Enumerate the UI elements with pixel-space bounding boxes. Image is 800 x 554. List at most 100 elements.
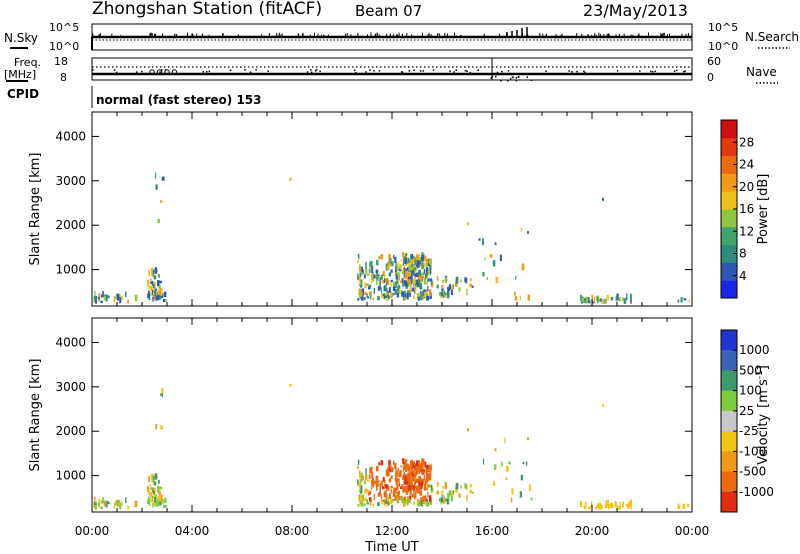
echo-cell <box>421 479 425 484</box>
echo-cell <box>148 286 151 289</box>
echo-cell <box>369 467 372 474</box>
echo-cell <box>416 281 418 285</box>
power-colorbar-label: Power [dB] <box>756 174 771 245</box>
echo-cell <box>422 469 425 473</box>
echo-cell <box>442 294 445 298</box>
echo-cell <box>421 275 423 280</box>
echo-cell <box>393 460 395 465</box>
echo-cell <box>397 272 400 276</box>
echo-cell <box>418 485 421 492</box>
echo-cell <box>425 469 428 473</box>
nave-dot <box>310 71 313 74</box>
echo-cell <box>406 292 409 300</box>
echo-cell <box>155 184 158 190</box>
nave-dot <box>161 69 163 71</box>
echo-cell <box>149 491 153 497</box>
echo-cell <box>418 466 422 471</box>
echo-cell <box>105 500 108 508</box>
echo-cell <box>367 296 370 299</box>
echo-cell <box>370 487 373 490</box>
velocity-colorbar-label: Velocity[m s-1] <box>755 365 771 465</box>
echo-cell <box>458 493 461 498</box>
echo-cell <box>484 257 486 260</box>
nave-dot <box>649 70 652 73</box>
echo-cell <box>426 281 428 285</box>
echo-cell <box>147 280 150 286</box>
freq-marker <box>149 69 155 75</box>
echo-cell <box>418 260 422 265</box>
nave-dot <box>354 71 357 74</box>
echo-cell <box>372 503 375 506</box>
echo-cell <box>505 477 508 480</box>
freq-marker <box>164 69 170 75</box>
freq-dot <box>509 78 512 80</box>
velocity-colorbar-segment <box>721 491 737 513</box>
echo-cell <box>361 269 365 274</box>
echo-cell <box>158 495 161 502</box>
echo-cell <box>598 505 601 510</box>
echo-cell <box>416 257 420 263</box>
velocity-colorbar-tick-label: -1000 <box>739 485 774 499</box>
x-tick-label: 20:00 <box>575 524 610 538</box>
echo-cell <box>409 282 412 290</box>
echo-cell <box>464 277 468 283</box>
echo-cell <box>413 461 416 468</box>
echo-cell <box>385 483 388 489</box>
echo-cell <box>397 467 399 472</box>
echo-cell <box>440 295 443 299</box>
echo-cell <box>422 272 425 275</box>
echo-cell <box>389 291 392 297</box>
echo-cell <box>153 495 155 499</box>
y-tick-label: 1000 <box>55 263 86 277</box>
power-data <box>93 172 691 304</box>
nave-dot <box>464 69 467 72</box>
echo-cell <box>597 502 599 508</box>
echo-cell <box>389 258 392 264</box>
echo-cell <box>157 289 160 296</box>
echo-cell <box>156 486 160 493</box>
nave-dot <box>584 71 586 74</box>
echo-cell <box>393 499 395 502</box>
echo-cell <box>397 261 399 266</box>
echo-cell <box>514 296 518 301</box>
echo-cell <box>430 279 433 286</box>
echo-cell <box>374 480 377 484</box>
nave-dot <box>568 70 570 72</box>
echo-cell <box>421 481 423 486</box>
echo-cell <box>150 473 154 479</box>
echo-cell <box>425 499 429 503</box>
echo-cell <box>359 272 361 277</box>
echo-cell <box>153 500 157 506</box>
echo-cell <box>409 259 412 264</box>
echo-cell <box>412 461 415 469</box>
beam-label: Beam 07 <box>355 2 422 20</box>
echo-cell <box>395 479 398 486</box>
echo-cell <box>373 480 376 485</box>
echo-cell <box>591 301 595 304</box>
echo-cell <box>599 298 602 302</box>
echo-cell <box>424 502 427 505</box>
echo-cell <box>413 473 416 477</box>
echo-cell <box>407 267 410 271</box>
echo-cell <box>411 268 415 275</box>
echo-cell <box>416 471 418 475</box>
power-colorbar-tick-label: 16 <box>739 202 754 216</box>
echo-cell <box>469 277 472 282</box>
freq-dot <box>507 79 509 82</box>
echo-cell <box>357 273 359 280</box>
echo-cell <box>409 488 412 496</box>
echo-cell <box>357 504 360 507</box>
nave-dot <box>501 70 503 73</box>
echo-cell <box>442 486 445 489</box>
freq-dot <box>490 77 492 79</box>
echo-cell <box>494 242 497 246</box>
echo-cell <box>398 290 401 295</box>
echo-cell <box>384 278 386 284</box>
echo-cell <box>407 473 410 477</box>
nsky-label: N.Sky <box>4 31 38 45</box>
echo-cell <box>155 501 159 507</box>
nave-dot <box>684 70 687 72</box>
echo-cell <box>413 295 415 300</box>
echo-cell <box>384 480 386 484</box>
freq-panel: Freq. [MHz] 18 8 60 0 Nave <box>4 55 778 84</box>
